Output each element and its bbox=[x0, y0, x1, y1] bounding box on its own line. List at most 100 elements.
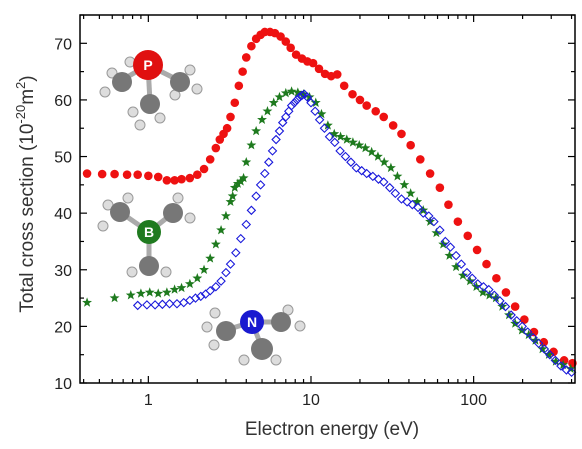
data-point bbox=[216, 276, 226, 286]
data-point bbox=[368, 171, 378, 182]
data-point bbox=[246, 205, 257, 216]
data-point bbox=[566, 367, 577, 378]
data-point bbox=[335, 131, 346, 141]
data-point bbox=[361, 168, 372, 179]
data-point bbox=[292, 87, 303, 97]
data-point bbox=[424, 211, 434, 221]
data-point bbox=[184, 278, 195, 289]
x-tick-label: 10 bbox=[302, 392, 320, 409]
data-point bbox=[222, 123, 232, 133]
data-point bbox=[82, 297, 93, 307]
data-point bbox=[225, 259, 236, 269]
nitrogen-label: N bbox=[247, 314, 257, 330]
data-point bbox=[472, 279, 483, 289]
data-point bbox=[418, 208, 429, 218]
data-point bbox=[238, 172, 249, 183]
data-point bbox=[306, 97, 316, 108]
boron-atom bbox=[137, 220, 161, 244]
data-point bbox=[444, 200, 453, 209]
data-point bbox=[528, 332, 538, 343]
data-point bbox=[537, 343, 548, 354]
y-tick-label: 40 bbox=[54, 206, 72, 223]
data-point bbox=[125, 290, 136, 300]
trimethylphosphine-molecule-icon: P bbox=[99, 50, 203, 131]
data-point bbox=[522, 327, 533, 337]
data-point bbox=[472, 245, 482, 255]
data-point bbox=[241, 53, 251, 62]
data-point bbox=[161, 287, 172, 297]
data-point bbox=[533, 338, 544, 349]
data-point bbox=[302, 92, 313, 102]
data-point bbox=[251, 125, 262, 136]
data-point bbox=[153, 172, 163, 182]
data-point bbox=[444, 250, 455, 260]
data-point bbox=[351, 163, 362, 173]
y-axis-title: Total cross section (10-20m2) bbox=[13, 75, 38, 312]
data-point bbox=[356, 165, 367, 176]
data-point bbox=[210, 239, 221, 249]
data-point bbox=[506, 310, 516, 320]
data-point bbox=[371, 106, 381, 116]
data-point bbox=[425, 169, 435, 178]
data-point bbox=[314, 114, 325, 125]
data-point bbox=[164, 298, 175, 309]
trimethylborane-molecule-icon: B bbox=[97, 192, 196, 278]
data-point bbox=[257, 114, 267, 124]
y-tick-label: 30 bbox=[54, 263, 72, 280]
data-point bbox=[135, 288, 146, 298]
data-point bbox=[405, 188, 416, 198]
series-1 bbox=[82, 86, 576, 374]
data-point bbox=[429, 216, 439, 227]
data-point bbox=[492, 273, 501, 283]
data-point bbox=[234, 81, 244, 91]
data-point bbox=[227, 190, 238, 201]
data-point bbox=[211, 281, 221, 292]
data-point bbox=[561, 365, 572, 375]
data-point bbox=[484, 284, 494, 295]
data-point bbox=[205, 155, 215, 164]
data-point bbox=[192, 273, 203, 283]
data-point bbox=[379, 112, 389, 122]
data-point bbox=[399, 179, 410, 190]
data-point bbox=[230, 98, 240, 108]
data-point bbox=[517, 321, 528, 332]
data-point bbox=[205, 253, 216, 263]
data-point bbox=[550, 355, 561, 366]
data-point bbox=[308, 58, 318, 68]
data-point bbox=[550, 356, 561, 366]
trimethylamine-molecule-icon: N bbox=[201, 304, 306, 366]
data-point bbox=[435, 225, 445, 235]
data-point bbox=[176, 282, 187, 293]
data-point bbox=[435, 183, 445, 192]
data-point bbox=[280, 87, 291, 98]
data-point bbox=[329, 137, 340, 148]
data-point bbox=[489, 290, 500, 301]
data-point bbox=[413, 202, 423, 213]
data-point bbox=[346, 157, 356, 167]
data-point bbox=[283, 106, 294, 117]
data-point bbox=[199, 164, 209, 174]
data-point bbox=[510, 302, 520, 311]
data-point bbox=[354, 140, 365, 150]
data-point bbox=[392, 171, 403, 181]
data-point bbox=[511, 315, 522, 326]
data-point bbox=[241, 219, 252, 230]
data-point bbox=[372, 151, 383, 161]
data-point bbox=[416, 155, 425, 164]
y-tick-label: 60 bbox=[54, 93, 72, 110]
data-point bbox=[225, 196, 236, 207]
data-point bbox=[451, 250, 461, 261]
y-tick-label: 10 bbox=[54, 376, 72, 393]
data-point bbox=[255, 180, 266, 190]
data-point bbox=[132, 300, 143, 311]
data-point bbox=[226, 112, 235, 122]
data-point bbox=[232, 178, 243, 188]
data-point bbox=[263, 157, 274, 167]
data-point bbox=[274, 126, 285, 136]
data-point bbox=[297, 90, 307, 101]
data-point bbox=[177, 174, 186, 184]
data-point bbox=[402, 197, 412, 207]
data-point bbox=[332, 70, 342, 79]
data-point bbox=[316, 108, 327, 119]
